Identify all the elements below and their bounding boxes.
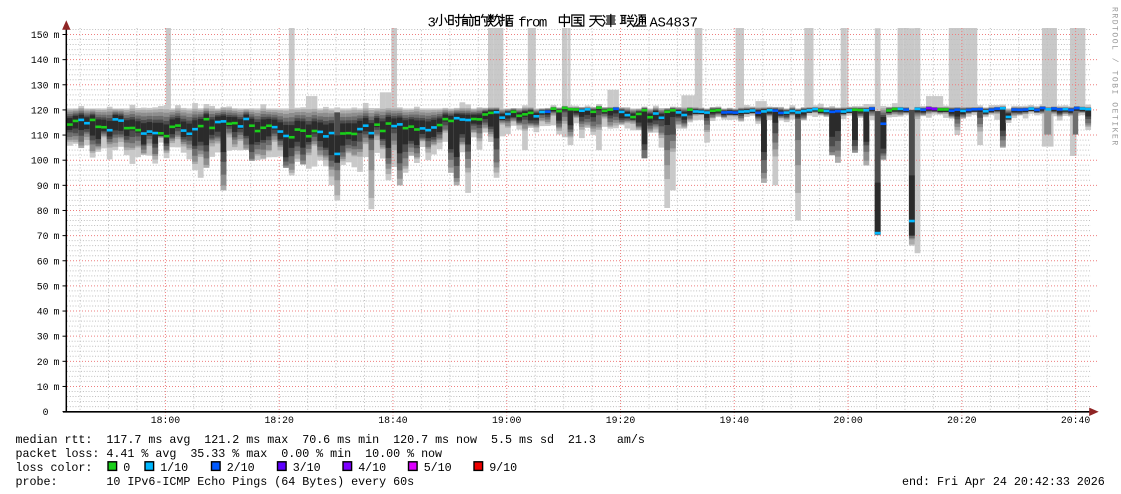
svg-text:m: m (54, 382, 60, 393)
svg-text:m: m (54, 307, 60, 318)
svg-text:m: m (54, 55, 60, 66)
svg-text:0: 0 (123, 461, 130, 475)
svg-text:m: m (54, 256, 60, 267)
svg-text:90: 90 (37, 181, 49, 192)
svg-text:120: 120 (31, 105, 49, 116)
svg-text:m: m (54, 206, 60, 217)
svg-text:18:40: 18:40 (378, 415, 408, 426)
svg-text:RRDTOOL / TOBI OETIKER: RRDTOOL / TOBI OETIKER (1110, 7, 1119, 147)
svg-text:100: 100 (31, 156, 49, 167)
svg-text:m: m (54, 231, 60, 242)
svg-text:m: m (54, 80, 60, 91)
svg-text:m: m (54, 357, 60, 368)
svg-text:4/10: 4/10 (358, 461, 386, 475)
svg-text:19:00: 19:00 (492, 415, 522, 426)
svg-text:30: 30 (37, 332, 49, 343)
svg-text:3: 3 (428, 16, 436, 32)
svg-text:150: 150 (31, 30, 49, 41)
svg-text:m: m (54, 281, 60, 292)
svg-text:18:00: 18:00 (151, 415, 181, 426)
svg-text:3/10: 3/10 (293, 461, 321, 475)
svg-text:130: 130 (31, 80, 49, 91)
svg-text:140: 140 (31, 55, 49, 66)
svg-text:probe: 10 IPv6-ICMP Echo: probe: 10 IPv6-ICMP Echo Pings (64 Bytes… (16, 475, 415, 489)
svg-text:20: 20 (37, 357, 49, 368)
svg-text:20:40: 20:40 (1061, 415, 1091, 426)
svg-text:18:20: 18:20 (264, 415, 294, 426)
svg-text:19:20: 19:20 (606, 415, 636, 426)
svg-text:m: m (54, 105, 60, 116)
svg-text:20:20: 20:20 (947, 415, 977, 426)
svg-text:19:40: 19:40 (720, 415, 750, 426)
svg-text:m: m (54, 156, 60, 167)
svg-text:m: m (54, 181, 60, 192)
svg-text:50: 50 (37, 281, 49, 292)
svg-text:end: Fri Apr 24 20:42:33 2026: end: Fri Apr 24 20:42:33 2026 (902, 475, 1105, 489)
svg-text:40: 40 (37, 307, 49, 318)
svg-text:m: m (54, 332, 60, 343)
svg-text:packet loss: 4.41 % avg 35.33: packet loss: 4.41 % avg 35.33 % max 0.00… (16, 447, 443, 461)
svg-text:80: 80 (37, 206, 49, 217)
svg-text:5/10: 5/10 (424, 461, 452, 475)
svg-text:9/10: 9/10 (489, 461, 517, 475)
svg-text:60: 60 (37, 256, 49, 267)
svg-text:1/10: 1/10 (160, 461, 188, 475)
svg-text:m: m (54, 30, 60, 41)
svg-text:from: from (518, 16, 547, 32)
svg-text:0: 0 (43, 407, 49, 418)
svg-text:110: 110 (31, 131, 49, 142)
svg-text:70: 70 (37, 231, 49, 242)
svg-text:m: m (54, 131, 60, 142)
svg-text:10: 10 (37, 382, 49, 393)
svg-text:2/10: 2/10 (227, 461, 255, 475)
svg-text:AS4837: AS4837 (650, 16, 699, 32)
svg-text:loss color:: loss color: (16, 461, 93, 475)
svg-text:median rtt: 117.7 ms avg 121: median rtt: 117.7 ms avg 121.2 ms max 70… (16, 433, 645, 447)
svg-text:20:00: 20:00 (833, 415, 863, 426)
